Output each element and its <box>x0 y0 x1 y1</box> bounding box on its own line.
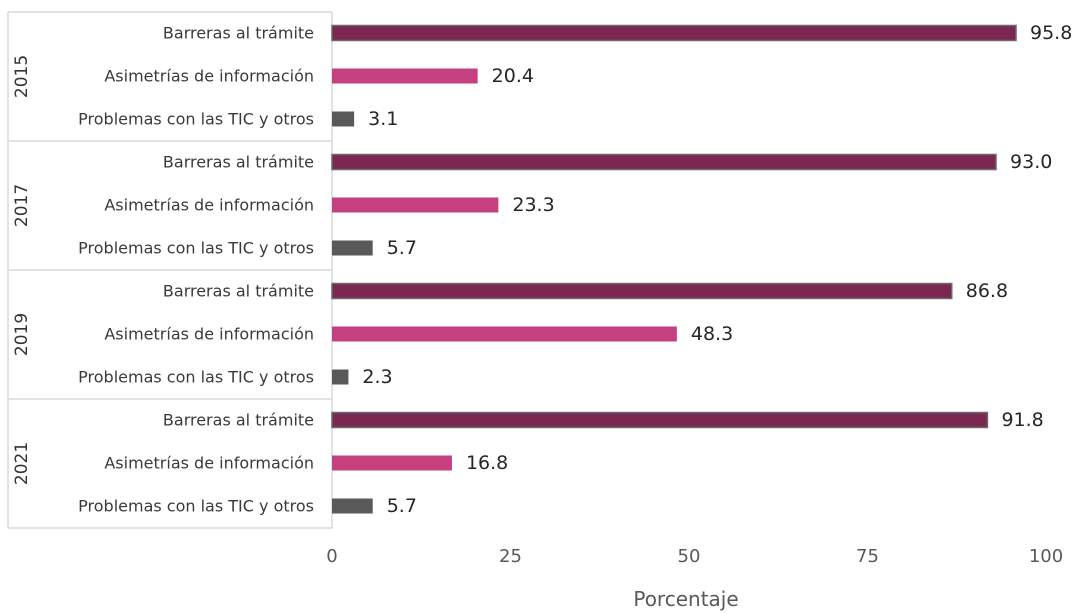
category-label: Barreras al trámite <box>163 411 314 430</box>
year-label: 2021 <box>12 442 32 485</box>
x-tick-label: 100 <box>1029 546 1063 567</box>
x-tick-label: 25 <box>499 546 522 567</box>
data-label: 23.3 <box>512 194 554 216</box>
category-label: Barreras al trámite <box>163 282 314 301</box>
bar <box>332 326 677 342</box>
x-tick-label: 0 <box>326 546 337 567</box>
x-tick-label: 50 <box>678 546 701 567</box>
data-label: 20.4 <box>492 65 534 87</box>
category-label: Asimetrías de información <box>104 454 314 473</box>
category-label: Problemas con las TIC y otros <box>78 368 314 387</box>
x-axis-ticks: 0 25 50 75 100 <box>326 546 1063 567</box>
bar <box>331 24 1017 42</box>
value-labels: 95.8 20.4 3.1 93.0 23.3 5.7 86.8 48.3 2.3 91.8 16.… <box>362 22 1072 517</box>
bar <box>332 455 452 471</box>
year-label: 2019 <box>12 313 32 356</box>
bar <box>332 68 478 84</box>
data-label: 86.8 <box>966 280 1008 302</box>
data-label: 93.0 <box>1010 151 1052 173</box>
category-label: Problemas con las TIC y otros <box>78 239 314 258</box>
category-label: Barreras al trámite <box>163 24 314 43</box>
data-label: 95.8 <box>1030 22 1072 44</box>
category-label: Problemas con las TIC y otros <box>78 497 314 516</box>
category-label: Barreras al trámite <box>163 153 314 172</box>
data-label: 2.3 <box>362 366 392 388</box>
bar <box>332 111 355 127</box>
category-axis-frame <box>7 11 333 529</box>
category-label: Asimetrías de información <box>104 67 314 86</box>
bar <box>331 282 953 300</box>
year-labels: 2015 2017 2019 2021 <box>12 55 32 485</box>
data-label: 48.3 <box>691 323 733 345</box>
category-labels: Barreras al trámite Asimetrías de informa… <box>78 24 314 516</box>
category-label: Asimetrías de información <box>104 196 314 215</box>
bar <box>332 240 373 256</box>
category-label: Asimetrías de información <box>104 325 314 344</box>
bar <box>332 498 373 514</box>
data-label: 91.8 <box>1001 409 1043 431</box>
bar <box>332 197 499 213</box>
bar <box>331 411 989 429</box>
data-label: 5.7 <box>387 237 417 259</box>
bar <box>331 153 997 171</box>
data-label: 16.8 <box>466 452 508 474</box>
bar <box>332 369 349 385</box>
x-axis-title: Porcentaje <box>633 587 738 611</box>
year-label: 2017 <box>12 184 32 227</box>
data-label: 3.1 <box>368 108 398 130</box>
data-label: 5.7 <box>387 495 417 517</box>
year-label: 2015 <box>12 55 32 98</box>
bars <box>331 24 1017 514</box>
category-label: Problemas con las TIC y otros <box>78 110 314 129</box>
x-tick-label: 75 <box>856 546 879 567</box>
